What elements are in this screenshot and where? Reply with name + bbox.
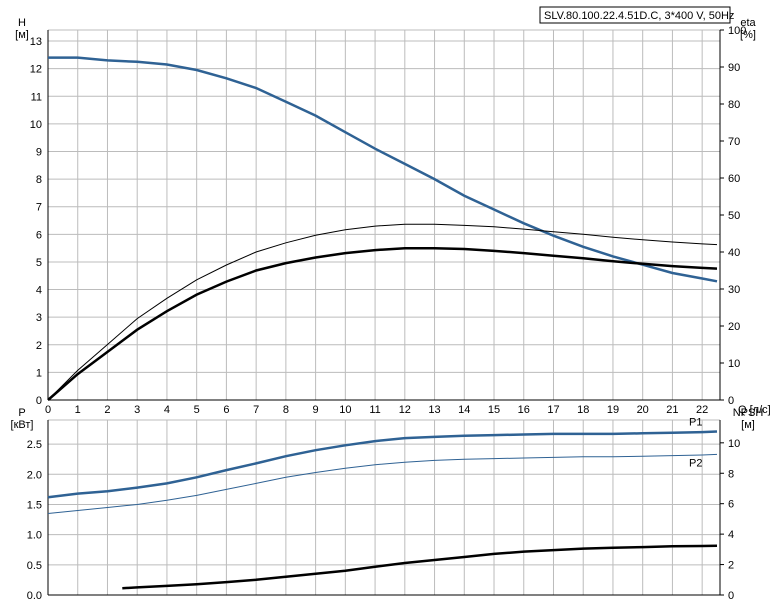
x-tick-label: 2 [104,404,110,416]
x-tick-label: 7 [253,404,259,416]
y-right-tick: 8 [728,468,734,480]
curve-NPSH [122,546,717,588]
curve-label-P2: P2 [689,457,702,469]
x-tick-label: 9 [313,404,319,416]
y-left-tick: 5 [36,257,42,269]
y-left-tick: 1.0 [27,530,42,542]
y-right-label: [%] [740,29,756,41]
y-left-tick: 1 [36,367,42,379]
y-right-label: NPSH [733,407,764,419]
y-left-tick: 3 [36,312,42,324]
x-tick-label: 13 [428,404,440,416]
y-right-tick: 6 [728,499,734,511]
y-left-tick: 2 [36,340,42,352]
y-right-tick: 10 [728,438,740,450]
y-right-tick: 0 [728,590,734,602]
curve-label-P1: P1 [689,416,702,428]
y-left-tick: 2.0 [27,469,42,481]
x-tick-label: 4 [164,404,170,416]
x-tick-label: 12 [399,404,411,416]
x-tick-label: 10 [339,404,351,416]
pump-curve-chart: SLV.80.100.22.4.51D.C, 3*400 V, 50Hz0123… [0,0,774,611]
x-tick-label: 11 [369,404,380,416]
y-left-label: [кВт] [11,419,34,431]
y-left-tick: 2.5 [27,439,42,451]
x-tick-label: 19 [607,404,619,416]
y-right-label: [м] [741,419,755,431]
y-right-tick: 0 [728,395,734,407]
x-tick-label: 15 [488,404,500,416]
y-left-label: P [18,407,25,419]
x-tick-label: 16 [518,404,530,416]
x-tick-label: 14 [458,404,470,416]
y-right-tick: 10 [728,358,740,370]
y-left-tick: 11 [31,91,42,103]
y-left-label: H [18,17,26,29]
y-left-tick: 4 [36,285,42,297]
y-left-tick: 8 [36,174,42,186]
x-tick-label: 17 [547,404,559,416]
curve-eta-thick [48,248,717,400]
y-left-tick: 0.5 [27,560,42,572]
y-left-tick: 13 [30,36,42,48]
x-tick-label: 5 [194,404,200,416]
y-right-tick: 60 [728,173,740,185]
y-left-tick: 12 [30,64,42,76]
y-right-tick: 2 [728,560,734,572]
y-left-tick: 9 [36,146,42,158]
y-right-tick: 50 [728,210,740,222]
x-tick-label: 21 [666,404,678,416]
y-left-tick: 7 [36,202,42,214]
y-right-tick: 4 [728,529,734,541]
x-tick-label: 22 [696,404,708,416]
y-left-tick: 1.5 [27,499,42,511]
y-right-tick: 90 [728,62,740,74]
y-right-tick: 30 [728,284,740,296]
y-right-tick: 40 [728,247,740,259]
title-text: SLV.80.100.22.4.51D.C, 3*400 V, 50Hz [544,10,734,22]
y-left-tick: 10 [30,119,42,131]
x-tick-label: 18 [577,404,589,416]
y-left-tick: 0 [36,395,42,407]
y-left-tick: 6 [36,229,42,241]
x-tick-label: 20 [637,404,649,416]
x-tick-label: 1 [75,404,81,416]
x-tick-label: 6 [223,404,229,416]
x-tick-label: 8 [283,404,289,416]
y-right-tick: 80 [728,99,740,111]
y-right-label: eta [740,17,756,29]
x-tick-label: 0 [45,404,51,416]
x-tick-label: 3 [134,404,140,416]
y-right-tick: 70 [728,136,740,148]
curve-H-curve [48,58,717,282]
y-left-tick: 0.0 [27,590,42,602]
y-right-tick: 20 [728,321,740,333]
y-left-label: [м] [15,29,29,41]
